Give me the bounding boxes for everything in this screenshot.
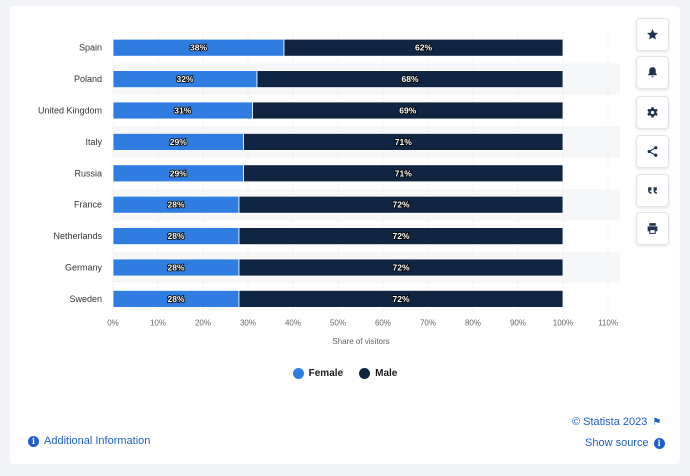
category-label: United Kingdom [38, 106, 102, 116]
bell-icon [648, 67, 657, 78]
data-label-female: 32% [176, 74, 193, 84]
bar-male [283, 38, 564, 57]
print-icon [647, 223, 658, 234]
data-label-female: 28% [167, 263, 184, 273]
bar-male [243, 164, 564, 183]
bar-male [238, 289, 564, 308]
data-label-female: 28% [167, 294, 184, 304]
cite-button[interactable] [636, 174, 669, 207]
share-button[interactable] [636, 135, 669, 168]
info-icon: i [28, 435, 39, 447]
x-tick-label: 20% [195, 319, 211, 328]
data-label-male: 68% [401, 74, 418, 84]
settings-button[interactable] [636, 96, 669, 129]
data-label-female: 29% [170, 168, 187, 178]
x-tick-label: 0% [107, 319, 119, 328]
data-label-female: 28% [167, 231, 184, 241]
x-tick-label: 100% [553, 319, 573, 328]
x-tick-label: 110% [598, 319, 618, 328]
show-source-label: Show source [585, 437, 649, 449]
bar-male [238, 195, 564, 214]
data-label-female: 31% [174, 106, 191, 116]
bar-male [243, 132, 564, 151]
flag-icon: ⚑ [652, 416, 662, 428]
additional-info-label: Additional Information [44, 435, 151, 447]
legend-label-male: Male [375, 368, 398, 379]
bar-male [238, 258, 564, 277]
legend-marker-female [292, 368, 304, 379]
x-tick-label: 30% [240, 319, 256, 328]
x-tick-label: 60% [375, 319, 391, 328]
x-tick-label: 50% [330, 319, 346, 328]
data-label-male: 72% [392, 200, 409, 210]
bar-male [252, 101, 564, 120]
notification-button[interactable] [636, 56, 669, 89]
category-label: Spain [79, 43, 102, 53]
info-icon: i [653, 437, 665, 449]
data-label-male: 62% [415, 43, 432, 53]
statista-credit[interactable]: © Statista 2023 ⚑ [572, 416, 661, 428]
x-tick-label: 10% [150, 319, 166, 328]
data-label-male: 72% [392, 294, 409, 304]
category-label: Russia [74, 168, 102, 178]
data-label-male: 72% [392, 263, 409, 273]
quote-icon [648, 187, 657, 194]
x-tick-label: 70% [420, 319, 436, 328]
category-label: Poland [74, 74, 102, 84]
legend-item-male[interactable]: Male [359, 368, 397, 379]
star-icon [647, 29, 658, 40]
data-label-female: 28% [167, 200, 184, 210]
category-label: Italy [85, 137, 102, 147]
x-tick-label: 90% [510, 319, 526, 328]
data-label-female: 29% [170, 137, 187, 147]
x-tick-label: 40% [285, 319, 301, 328]
data-label-male: 71% [395, 137, 412, 147]
x-axis-title: Share of visitors [332, 337, 389, 346]
show-source-link[interactable]: Show source i [585, 437, 665, 449]
legend-item-female[interactable]: Female [292, 368, 344, 379]
data-label-male: 72% [392, 231, 409, 241]
bar-male [238, 227, 564, 246]
category-label: France [74, 200, 102, 210]
gear-icon [647, 107, 658, 118]
chart-legend: Female Male [0, 368, 690, 379]
category-label: Netherlands [53, 231, 102, 241]
print-button[interactable] [636, 212, 669, 245]
bar-male [256, 70, 564, 88]
data-label-female: 38% [190, 43, 207, 53]
additional-info-link[interactable]: i Additional Information [28, 435, 150, 447]
share-icon [647, 146, 658, 157]
data-label-male: 69% [399, 106, 416, 116]
legend-label-female: Female [308, 368, 344, 379]
favorite-button[interactable] [636, 18, 669, 51]
x-tick-label: 80% [465, 319, 481, 328]
category-label: Germany [65, 263, 103, 273]
copyright-text: © Statista 2023 [572, 416, 648, 428]
legend-marker-male [359, 368, 371, 379]
data-label-male: 71% [395, 168, 412, 178]
category-label: Sweden [69, 294, 102, 304]
